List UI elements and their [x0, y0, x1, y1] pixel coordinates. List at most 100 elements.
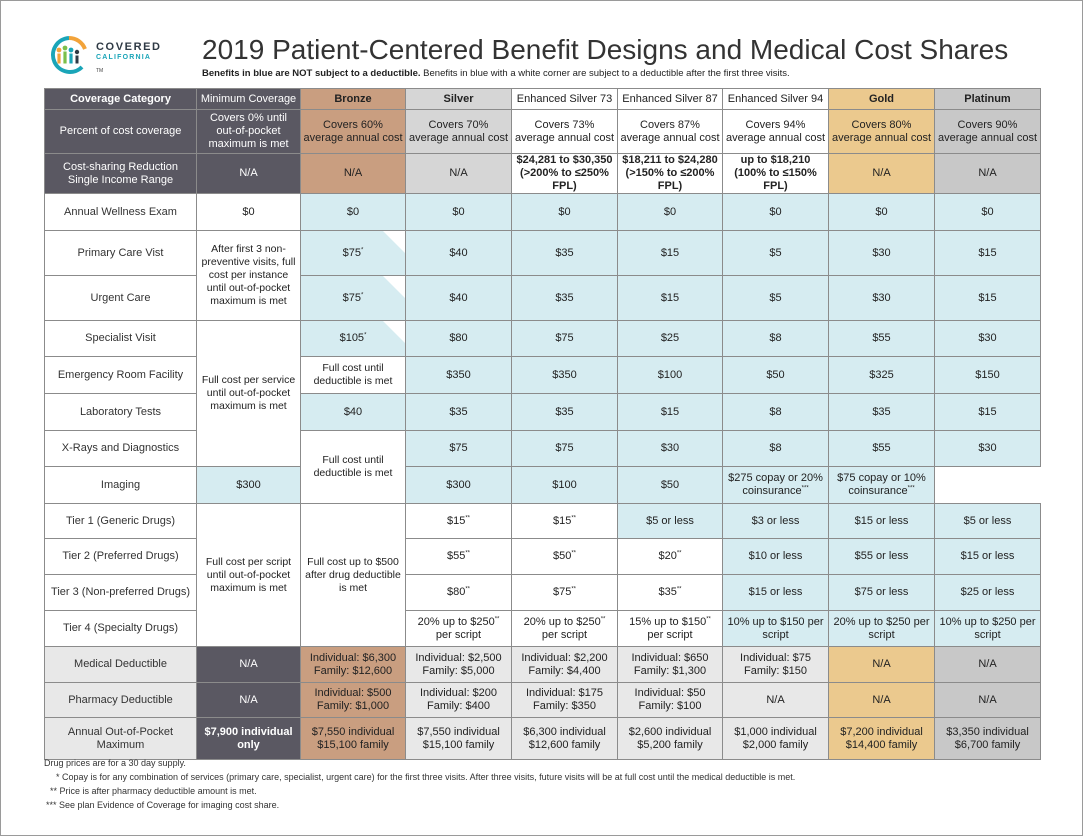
cell: Covers 73% average annual cost	[511, 109, 618, 154]
cell: N/A	[828, 153, 935, 194]
cell: $2,600 individual $5,200 family	[617, 717, 723, 760]
table-row: Urgent Care $75* $40 $35 $15 $5 $30 $15	[44, 275, 1041, 321]
cell: Covers 90% average annual cost	[934, 109, 1041, 154]
cell: $15**	[511, 503, 618, 539]
cell: $40	[405, 230, 512, 276]
table-row: Tier 4 (Specialty Drugs) 20% up to $250*…	[44, 610, 1041, 647]
cell: $75 or less	[828, 574, 935, 611]
footnote: *** See plan Evidence of Coverage for im…	[46, 800, 280, 810]
table-row: X-Rays and Diagnostics Full cost until d…	[44, 430, 1041, 504]
row-label: Medical Deductible	[44, 646, 197, 683]
col-header: Enhanced Silver 73	[511, 88, 618, 110]
cell: $75 copay or 10% coinsurance***	[828, 466, 935, 504]
cell: $15 or less	[934, 538, 1041, 575]
cell: Covers 80% average annual cost	[828, 109, 935, 154]
cell: $30	[617, 430, 723, 467]
col-header: Minimum Coverage	[196, 88, 301, 110]
cell: $0	[828, 193, 935, 231]
cell: $30	[934, 320, 1041, 357]
cell: Individual: $500 Family: $1,000	[300, 682, 406, 718]
cell: $7,550 individual $15,100 family	[300, 717, 406, 760]
row-label: Urgent Care	[44, 275, 197, 321]
column-header-row: Coverage Category Minimum Coverage Bronz…	[44, 88, 1041, 110]
cell: $105*	[300, 320, 406, 357]
col-header: Platinum	[934, 88, 1041, 110]
cell: $15	[617, 230, 723, 276]
row-label: Pharmacy Deductible	[44, 682, 197, 718]
cell: up to $18,210 (100% to ≤150% FPL)	[722, 153, 829, 194]
cell: N/A	[300, 153, 406, 194]
cell: Full cost until deductible is met	[300, 430, 406, 504]
cell: $7,900 individual only	[196, 717, 301, 760]
cell: $15	[934, 275, 1041, 321]
brand-name: COVERED CALIFORNIA	[96, 41, 162, 62]
cell: $55	[828, 320, 935, 357]
table-row: Emergency Room Facility Full cost until …	[44, 356, 1041, 394]
table-row: Pharmacy Deductible N/A Individual: $500…	[44, 682, 1041, 718]
cell: $15	[617, 275, 723, 321]
cell: $8	[722, 393, 829, 431]
cell: $35	[511, 275, 618, 321]
cell: $35	[828, 393, 935, 431]
cell: $7,550 individual $15,100 family	[405, 717, 512, 760]
cell: Covers 60% average annual cost	[300, 109, 406, 154]
cell: $35**	[617, 574, 723, 611]
cell: $100	[511, 466, 618, 504]
cell: $325	[828, 356, 935, 394]
row-label: Tier 2 (Preferred Drugs)	[44, 538, 197, 575]
cell: $5	[722, 275, 829, 321]
cell: N/A	[722, 682, 829, 718]
table-row: Laboratory Tests $40 $35 $35 $15 $8 $35 …	[44, 393, 1041, 431]
row-label: Tier 1 (Generic Drugs)	[44, 503, 197, 539]
trademark: TM	[96, 68, 104, 74]
table-row: Percent of cost coverage Covers 0% until…	[44, 109, 1041, 154]
cell: $150	[934, 356, 1041, 394]
cell: $20**	[617, 538, 723, 575]
cell: $15	[617, 393, 723, 431]
table-row: Specialist Visit Full cost per service u…	[44, 320, 1041, 467]
cell: $30	[934, 430, 1041, 467]
row-label: Laboratory Tests	[44, 393, 197, 431]
benefit-table: Coverage Category Minimum Coverage Bronz…	[44, 88, 1041, 760]
cell: N/A	[196, 153, 301, 194]
col-header: Bronze	[300, 88, 406, 110]
cell: $15 or less	[722, 574, 829, 611]
table-row: Tier 2 (Preferred Drugs) $55** $50** $20…	[44, 538, 1041, 575]
col-header: Silver	[405, 88, 512, 110]
col-header: Enhanced Silver 87	[617, 88, 723, 110]
table-row: Annual Out-of-Pocket Maximum $7,900 indi…	[44, 717, 1041, 760]
table-row: Annual Wellness Exam $0 $0 $0 $0 $0 $0 $…	[44, 193, 1041, 231]
col-header: Coverage Category	[44, 88, 197, 110]
cell: Full cost up to $500 after drug deductib…	[300, 503, 406, 647]
row-label: Tier 4 (Specialty Drugs)	[44, 610, 197, 647]
table-row: Primary Care Vist After first 3 non-prev…	[44, 230, 1041, 321]
cell: $10 or less	[722, 538, 829, 575]
cell: $35	[511, 230, 618, 276]
row-label: Imaging	[44, 466, 197, 504]
row-label: Specialist Visit	[44, 320, 197, 357]
cell: Individual: $6,300 Family: $12,600	[300, 646, 406, 683]
cell: $40	[405, 275, 512, 321]
cell: $6,300 individual $12,600 family	[511, 717, 618, 760]
cell: $35	[511, 393, 618, 431]
col-header: Enhanced Silver 94	[722, 88, 829, 110]
cell: Covers 94% average annual cost	[722, 109, 829, 154]
cell: Individual: $2,500 Family: $5,000	[405, 646, 512, 683]
row-label: Annual Out-of-Pocket Maximum	[44, 717, 197, 760]
cell: $350	[511, 356, 618, 394]
cell: Covers 70% average annual cost	[405, 109, 512, 154]
cell: $5 or less	[617, 503, 723, 539]
table-row: Tier 3 (Non-preferred Drugs) $80** $75**…	[44, 574, 1041, 611]
cell: $0	[617, 193, 723, 231]
cell: N/A	[196, 682, 301, 718]
cell: $75	[511, 430, 618, 467]
cell: $15	[934, 230, 1041, 276]
table-row: Cost-sharing Reduction Single Income Ran…	[44, 153, 1041, 194]
table-row: Medical Deductible N/A Individual: $6,30…	[44, 646, 1041, 683]
cell: 10% up to $150 per script	[722, 610, 829, 647]
cell: $75	[511, 320, 618, 357]
cell: After first 3 non-preventive visits, ful…	[196, 230, 301, 321]
cell: Individual: $200 Family: $400	[405, 682, 512, 718]
cell: N/A	[405, 153, 512, 194]
cell: $0	[405, 193, 512, 231]
